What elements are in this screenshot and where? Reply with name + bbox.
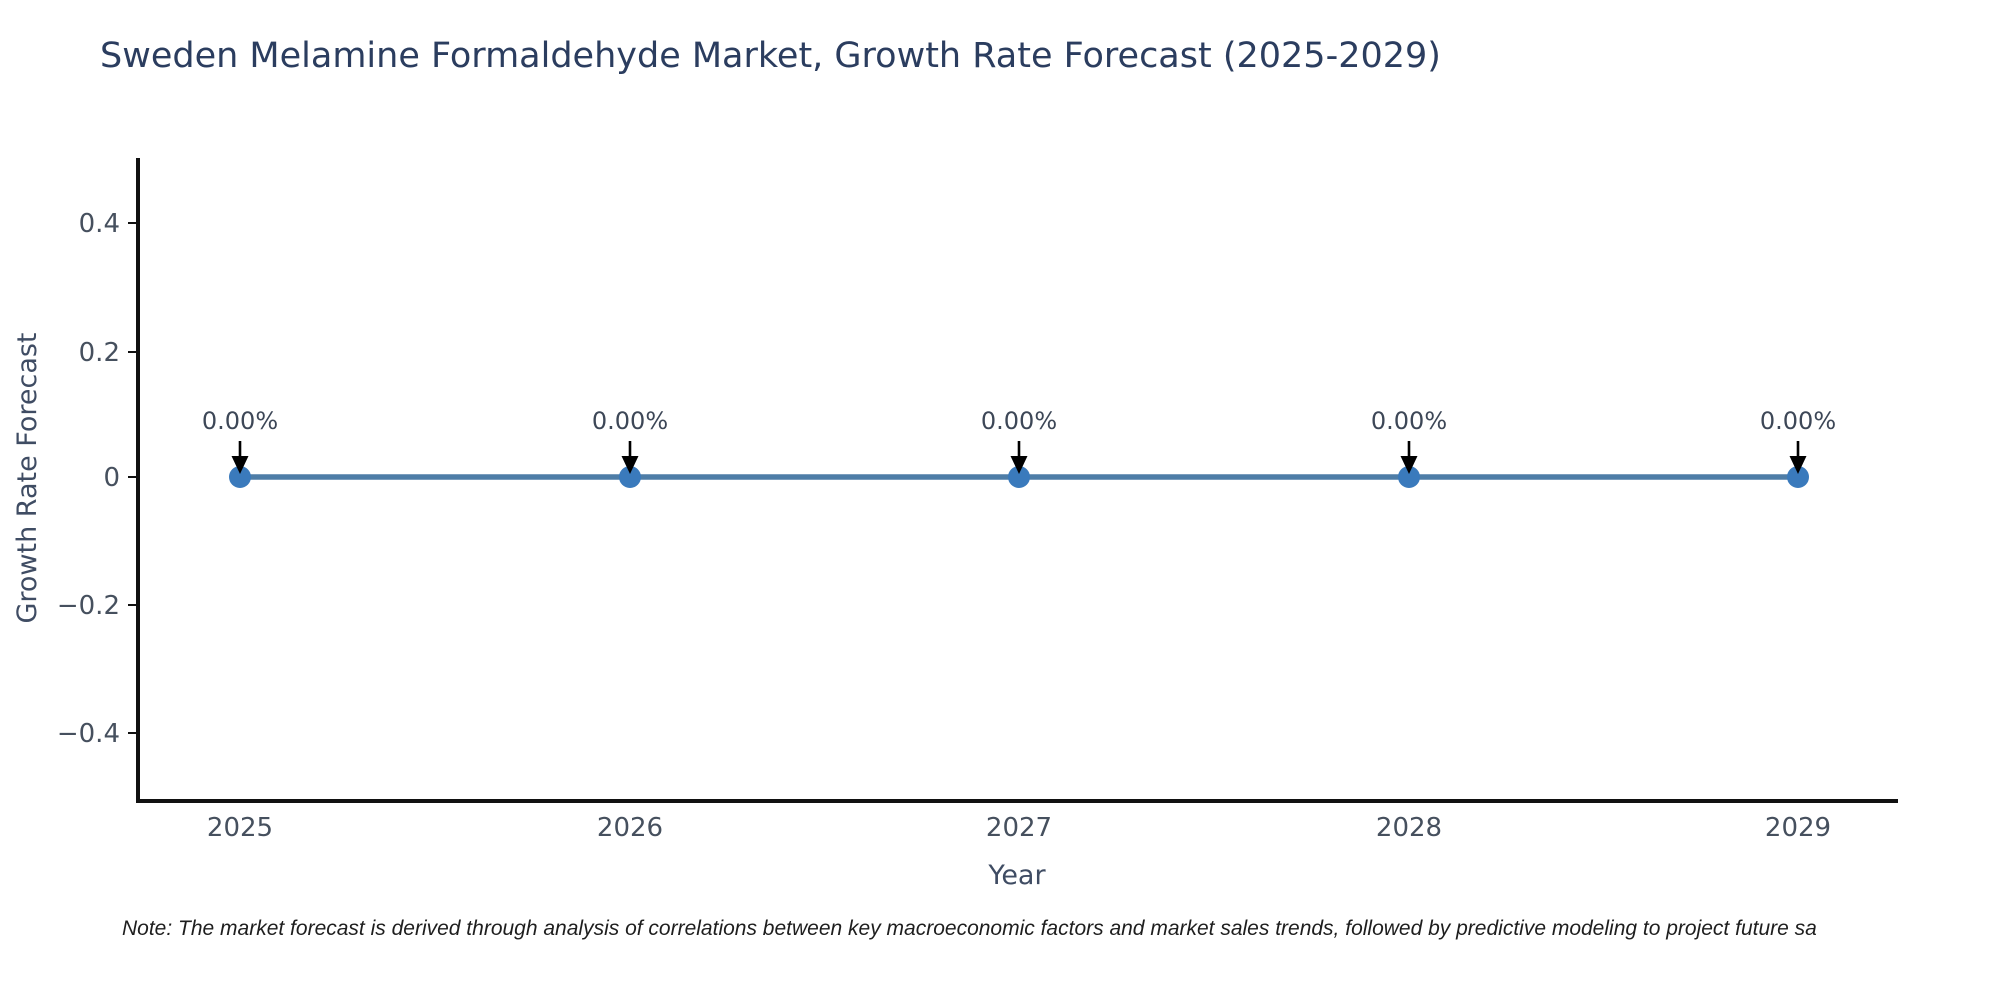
data-point-2029 (1787, 466, 1809, 488)
data-point-2026 (619, 466, 641, 488)
x-tick-label: 2029 (1765, 813, 1831, 843)
x-tick-label: 2028 (1376, 813, 1442, 843)
data-label: 0.00% (592, 407, 668, 435)
y-tick-label: 0 (103, 463, 120, 493)
data-label: 0.00% (1760, 407, 1836, 435)
x-axis-title: Year (987, 860, 1046, 891)
y-tick-label: 0.2 (79, 338, 120, 368)
annotation-arrow (231, 441, 249, 474)
x-tick-label: 2027 (986, 813, 1052, 843)
data-label: 0.00% (1371, 407, 1447, 435)
x-tick-label: 2025 (207, 813, 273, 843)
data-point-2028 (1398, 466, 1420, 488)
data-point-2027 (1008, 466, 1030, 488)
annotation-arrow (1010, 441, 1028, 474)
annotation-arrow (1789, 441, 1807, 474)
x-tick-label: 2026 (597, 813, 663, 843)
annotation-arrow (621, 441, 639, 474)
y-tick-label: −0.2 (57, 591, 120, 621)
chart-title: Sweden Melamine Formaldehyde Market, Gro… (100, 36, 1441, 76)
data-point-2025 (229, 466, 251, 488)
annotation-arrow (1400, 441, 1418, 474)
data-label: 0.00% (981, 407, 1057, 435)
y-tick-label: 0.4 (79, 209, 120, 239)
footnote: Note: The market forecast is derived thr… (122, 917, 1817, 940)
data-label: 0.00% (202, 407, 278, 435)
y-axis-title: Growth Rate Forecast (12, 332, 43, 623)
y-tick-label: −0.4 (57, 719, 120, 749)
